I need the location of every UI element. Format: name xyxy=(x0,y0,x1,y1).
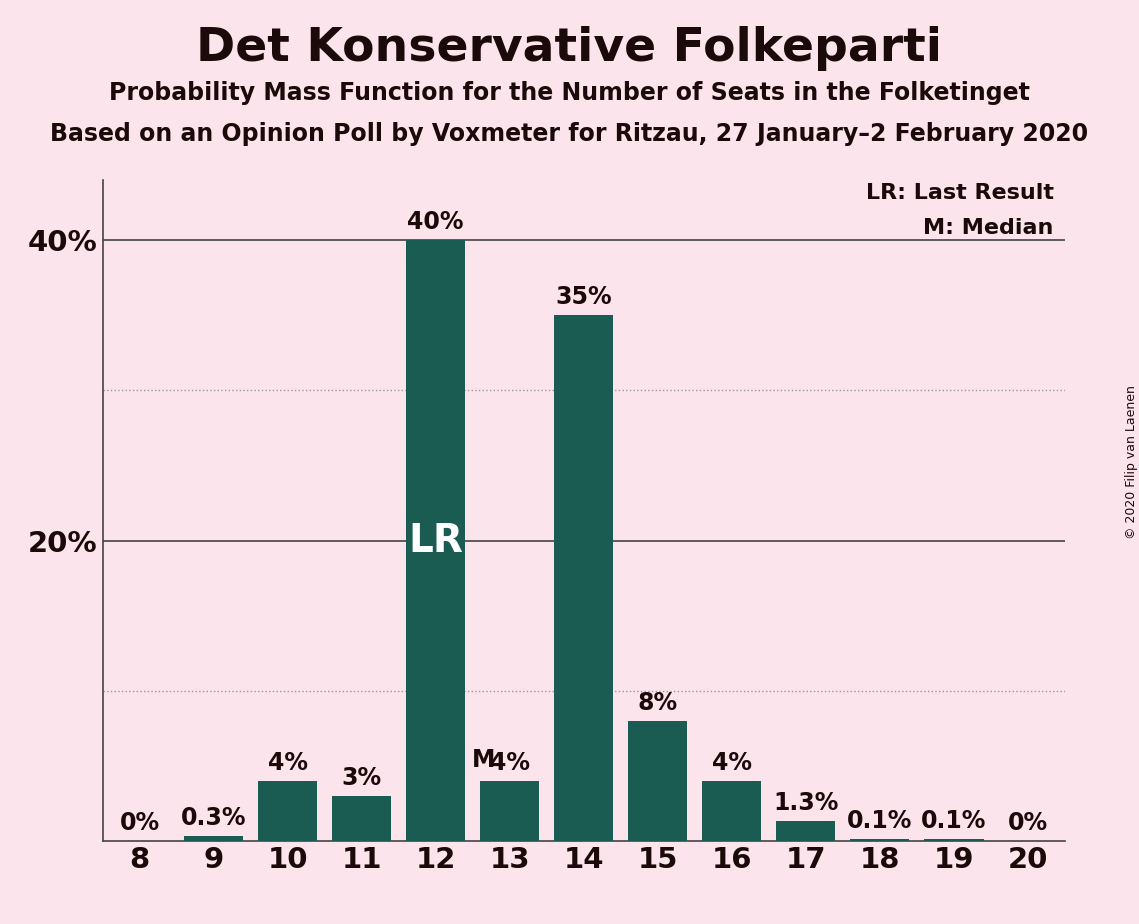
Bar xyxy=(183,836,243,841)
Bar xyxy=(628,721,687,841)
Text: 0%: 0% xyxy=(120,811,159,835)
Text: 40%: 40% xyxy=(408,211,464,234)
Text: M: Median: M: Median xyxy=(924,218,1054,237)
Text: 3%: 3% xyxy=(342,766,382,790)
Bar xyxy=(702,781,761,841)
Text: © 2020 Filip van Laenen: © 2020 Filip van Laenen xyxy=(1124,385,1138,539)
Text: 0%: 0% xyxy=(1008,811,1048,835)
Text: 35%: 35% xyxy=(556,286,612,310)
Text: Based on an Opinion Poll by Voxmeter for Ritzau, 27 January–2 February 2020: Based on an Opinion Poll by Voxmeter for… xyxy=(50,122,1089,146)
Bar xyxy=(851,839,910,841)
Text: LR: LR xyxy=(408,521,464,560)
Text: 4%: 4% xyxy=(268,751,308,774)
Text: LR: Last Result: LR: Last Result xyxy=(866,183,1054,203)
Text: M: M xyxy=(472,748,495,772)
Text: 8%: 8% xyxy=(638,691,678,715)
Text: 4%: 4% xyxy=(712,751,752,774)
Text: Det Konservative Folkeparti: Det Konservative Folkeparti xyxy=(197,26,942,71)
Text: 0.1%: 0.1% xyxy=(847,809,912,833)
Bar xyxy=(925,839,984,841)
Text: 4%: 4% xyxy=(490,751,530,774)
Text: 1.3%: 1.3% xyxy=(773,791,838,815)
Text: 0.1%: 0.1% xyxy=(921,809,986,833)
Bar xyxy=(405,240,466,841)
Bar xyxy=(481,781,540,841)
Text: 0.3%: 0.3% xyxy=(181,807,246,831)
Bar xyxy=(331,796,392,841)
Text: Probability Mass Function for the Number of Seats in the Folketinget: Probability Mass Function for the Number… xyxy=(109,81,1030,105)
Bar xyxy=(777,821,836,841)
Bar xyxy=(554,315,613,841)
Bar xyxy=(257,781,317,841)
